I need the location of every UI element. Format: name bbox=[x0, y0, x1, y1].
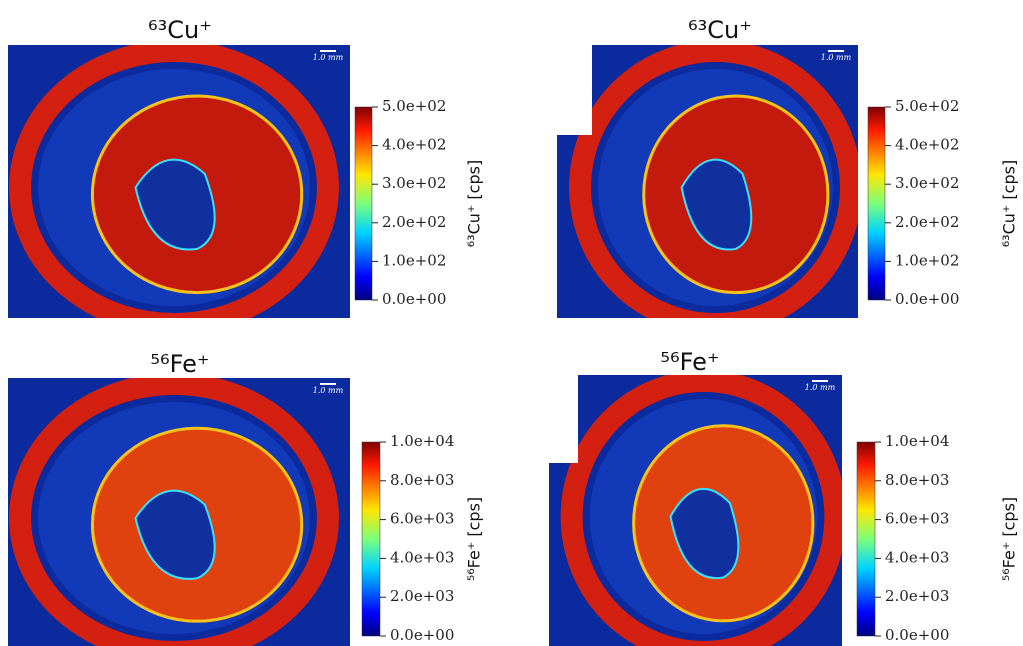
colorbar-tick-label: 1.0e+02 bbox=[895, 251, 959, 269]
colorbar bbox=[867, 106, 886, 301]
colorbar-tick-label: 0.0e+00 bbox=[382, 290, 446, 308]
panel: 1.0 mm ⁶³Cu⁺ 0.0e+00 1.0e+02 2.0e+02 3.0e+02 4… bbox=[557, 16, 1019, 318]
tissue-ring bbox=[569, 45, 858, 318]
colorbar-tick-label: 2.0e+03 bbox=[390, 587, 454, 605]
colorbar-tick-label: 5.0e+02 bbox=[895, 97, 959, 115]
scale-bar-label: 1.0 mm bbox=[821, 53, 852, 62]
colorbar-label: ⁶³Cu⁺ [cps] bbox=[465, 160, 484, 247]
colorbar-tick-label: 8.0e+03 bbox=[885, 471, 949, 489]
colorbar-label: ⁵⁶Fe⁺ [cps] bbox=[1000, 497, 1019, 581]
cavity bbox=[669, 487, 740, 580]
colorbar-tick-label: 3.0e+02 bbox=[382, 174, 446, 192]
tissue-ring bbox=[9, 378, 339, 646]
colorbar-tick-label: 0.0e+00 bbox=[895, 290, 959, 308]
cavity bbox=[134, 489, 216, 580]
panel-title: ⁶³Cu⁺ bbox=[148, 16, 212, 44]
heatmap-image: 1.0 mm bbox=[557, 45, 858, 318]
colorbar-tick-label: 4.0e+03 bbox=[390, 548, 454, 566]
heatmap-image: 1.0 mm bbox=[549, 375, 842, 646]
panel: 1.0 mm ⁶³Cu⁺ 0.0e+00 1.0e+02 2.0e+02 3.0e+02 4… bbox=[8, 16, 484, 318]
colorbar-tick-label: 2.0e+02 bbox=[382, 213, 446, 231]
colorbar bbox=[856, 441, 876, 637]
scale-bar-label: 1.0 mm bbox=[805, 383, 836, 392]
scale-bar-label: 1.0 mm bbox=[313, 386, 344, 395]
cavity bbox=[134, 158, 216, 251]
tissue-ring bbox=[9, 45, 339, 318]
colorbar-tick-label: 6.0e+03 bbox=[390, 510, 454, 528]
colorbar-label: ⁶³Cu⁺ [cps] bbox=[1000, 160, 1019, 247]
colorbar-tick-label: 2.0e+03 bbox=[885, 587, 949, 605]
colorbar-label: ⁵⁶Fe⁺ [cps] bbox=[465, 497, 484, 581]
panel-title: ⁵⁶Fe⁺ bbox=[660, 348, 719, 376]
colorbar-tick-label: 8.0e+03 bbox=[390, 471, 454, 489]
tissue-ring bbox=[560, 375, 842, 646]
heatmap-image: 1.0 mm bbox=[8, 378, 350, 646]
panel-title: ⁶³Cu⁺ bbox=[688, 16, 752, 44]
colorbar-tick-label: 6.0e+03 bbox=[885, 510, 949, 528]
cavity bbox=[680, 158, 753, 251]
colorbar-tick-label: 1.0e+02 bbox=[382, 251, 446, 269]
colorbar-tick-label: 4.0e+02 bbox=[382, 136, 446, 154]
colorbar-tick-label: 1.0e+04 bbox=[885, 432, 949, 450]
colorbar-tick-label: 0.0e+00 bbox=[885, 626, 949, 644]
scale-bar-label: 1.0 mm bbox=[313, 53, 344, 62]
heatmap-image: 1.0 mm bbox=[8, 45, 350, 318]
colorbar-tick-label: 3.0e+02 bbox=[895, 174, 959, 192]
colorbar-tick-label: 1.0e+04 bbox=[390, 432, 454, 450]
colorbar-tick-label: 4.0e+03 bbox=[885, 548, 949, 566]
panel-title: ⁵⁶Fe⁺ bbox=[150, 350, 209, 378]
colorbar bbox=[354, 106, 373, 301]
panel: 1.0 mm ⁵⁶Fe⁺ 0.0e+00 2.0e+03 4.0e+03 6.0e+03 8… bbox=[549, 348, 1019, 646]
colorbar-tick-label: 4.0e+02 bbox=[895, 136, 959, 154]
colorbar bbox=[361, 441, 381, 637]
panel: 1.0 mm ⁵⁶Fe⁺ 0.0e+00 2.0e+03 4.0e+03 6.0e+03 8… bbox=[8, 350, 484, 646]
colorbar-tick-label: 2.0e+02 bbox=[895, 213, 959, 231]
colorbar-tick-label: 0.0e+00 bbox=[390, 626, 454, 644]
colorbar-tick-label: 5.0e+02 bbox=[382, 97, 446, 115]
